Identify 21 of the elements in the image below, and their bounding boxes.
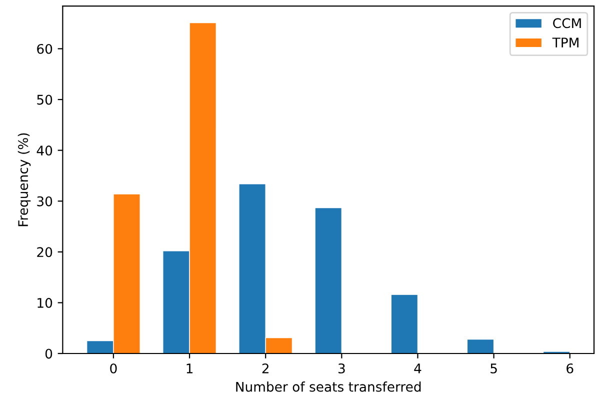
y-axis-title: Frequency (%)	[18, 133, 31, 226]
x-tick-label: 0	[110, 363, 117, 374]
y-tick-label: 20	[37, 247, 52, 258]
bar	[390, 294, 418, 354]
bar	[466, 338, 494, 354]
bar	[314, 207, 342, 354]
y-tick-label: 10	[38, 298, 52, 308]
x-tick-label: 1	[186, 364, 193, 374]
x-axis-title: Number of seats transferred	[236, 382, 421, 392]
x-tick-label: 5	[490, 364, 497, 374]
legend-label: CCM	[553, 18, 581, 28]
x-tick-label: 3	[338, 363, 345, 374]
y-tick-label: 50	[37, 94, 52, 105]
y-tick-label: 40	[36, 146, 52, 156]
legend-label: TPM	[552, 38, 578, 48]
x-tick-label: 4	[414, 364, 422, 374]
y-tick-label: 30	[37, 196, 52, 206]
x-tick-label: 2	[262, 363, 268, 374]
y-tick-label: 0	[45, 348, 52, 359]
x-tick-label: 6	[566, 363, 574, 374]
y-tick-label: 60	[37, 44, 52, 54]
